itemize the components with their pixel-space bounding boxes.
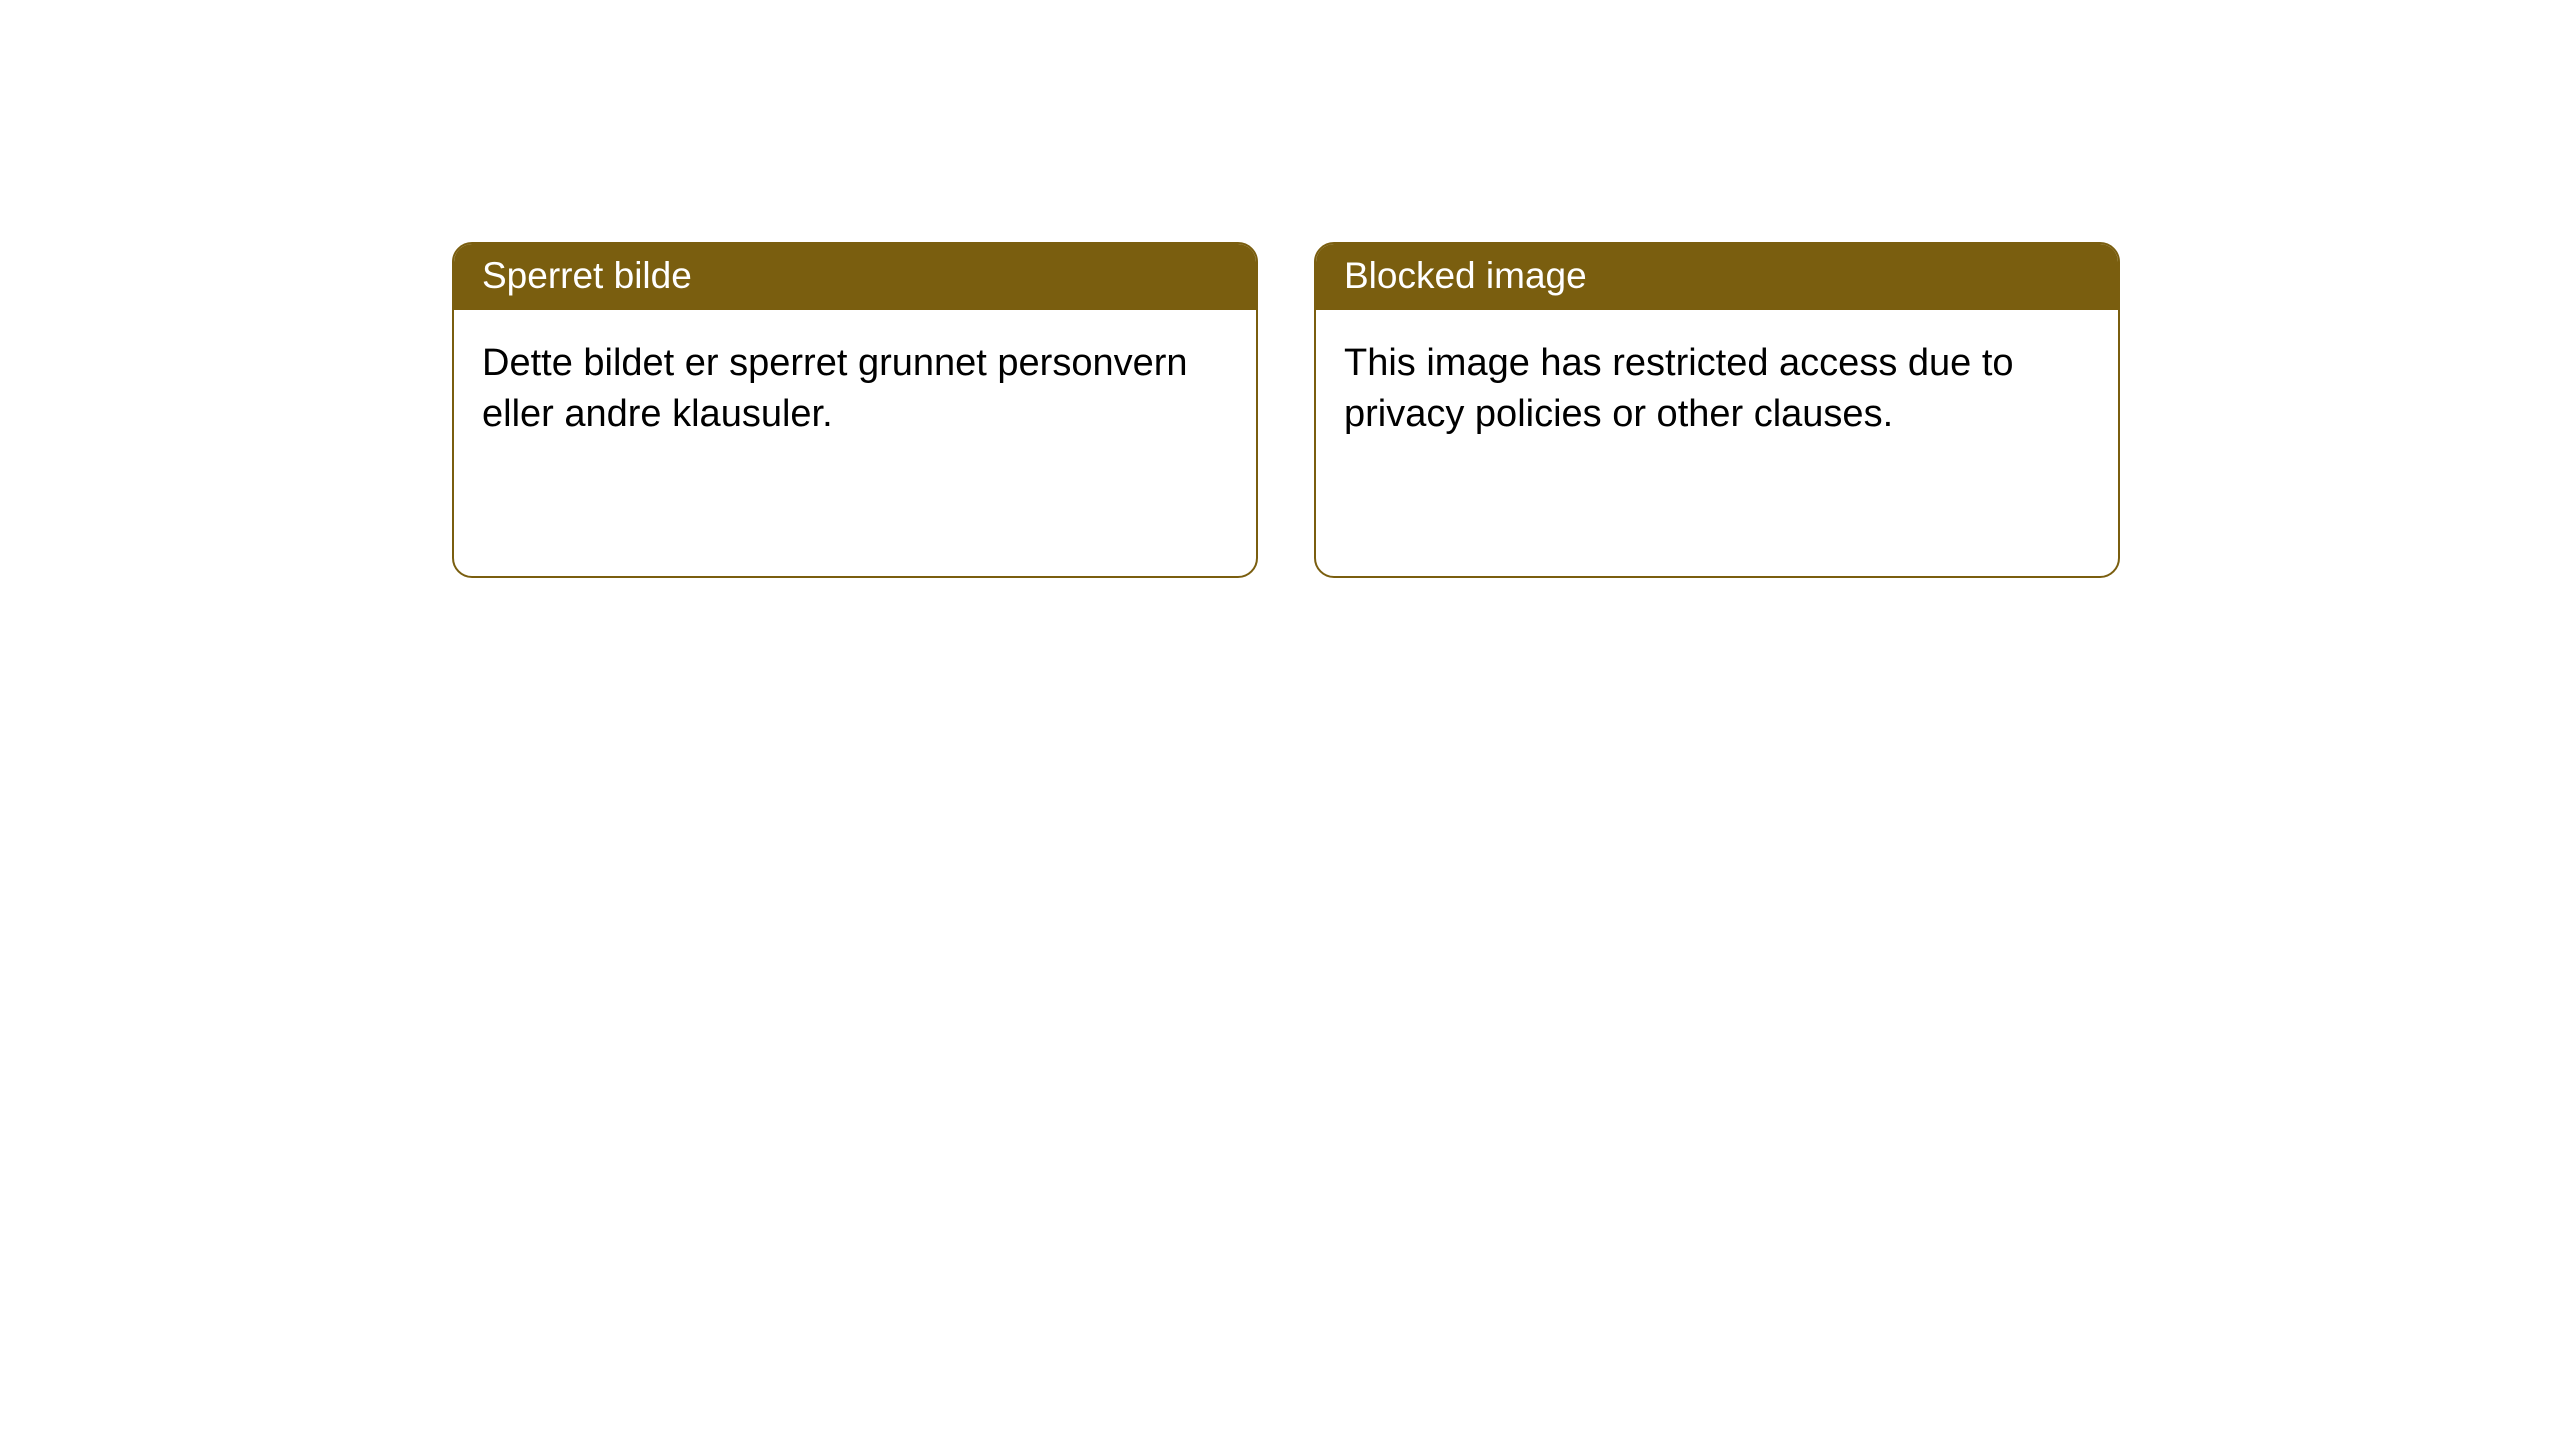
- notice-header-english: Blocked image: [1316, 244, 2118, 310]
- notice-card-english: Blocked image This image has restricted …: [1314, 242, 2120, 578]
- notice-body-norwegian: Dette bildet er sperret grunnet personve…: [454, 310, 1256, 461]
- notice-header-norwegian: Sperret bilde: [454, 244, 1256, 310]
- notice-card-norwegian: Sperret bilde Dette bildet er sperret gr…: [452, 242, 1258, 578]
- notice-container: Sperret bilde Dette bildet er sperret gr…: [0, 0, 2560, 578]
- notice-body-english: This image has restricted access due to …: [1316, 310, 2118, 461]
